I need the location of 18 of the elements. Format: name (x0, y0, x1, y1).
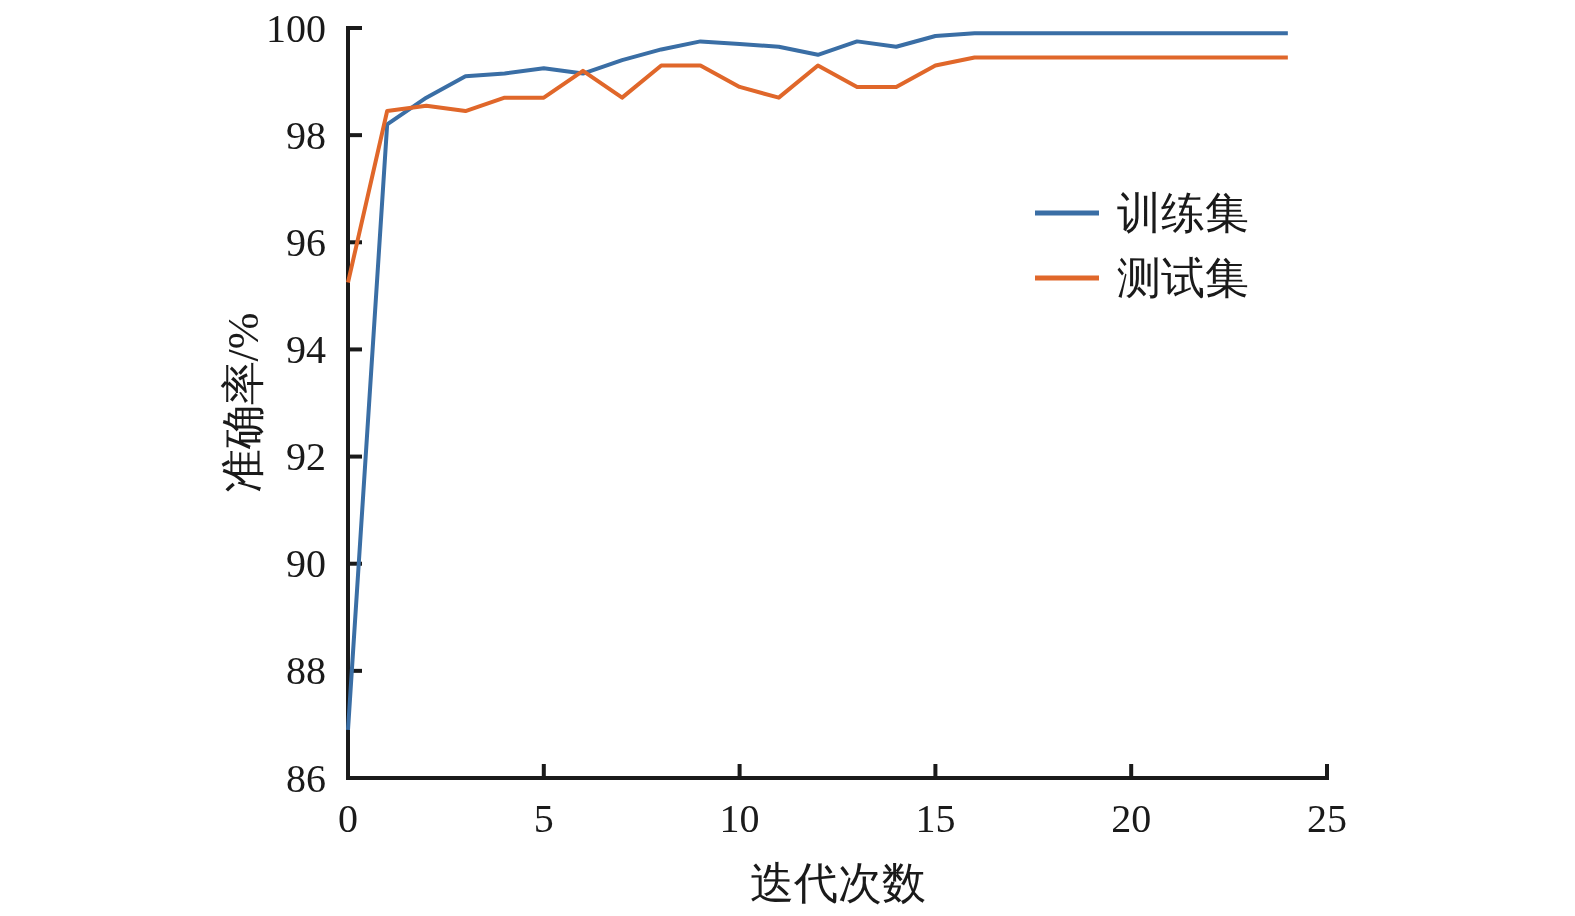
x-tick-label: 20 (1111, 796, 1152, 841)
y-tick-label: 86 (286, 755, 326, 801)
y-tick-label: 98 (286, 112, 326, 158)
x-tick-label: 10 (719, 796, 760, 841)
y-tick-label: 100 (266, 5, 326, 51)
y-axis-title: 准确率/% (219, 312, 268, 494)
legend-label: 测试集 (1117, 253, 1249, 303)
x-tick-label: 0 (338, 796, 358, 841)
x-tick-label: 25 (1307, 796, 1347, 841)
x-tick-label: 15 (915, 796, 956, 841)
x-axis-title: 迭代次数 (749, 859, 926, 908)
y-tick-label: 96 (286, 219, 326, 265)
y-tick-label: 94 (286, 326, 326, 372)
y-tick-label: 92 (286, 434, 326, 480)
y-tick-label: 90 (286, 541, 326, 587)
x-tick-label: 5 (533, 796, 554, 841)
y-tick-label: 88 (286, 648, 326, 694)
legend-label: 训练集 (1117, 188, 1249, 238)
